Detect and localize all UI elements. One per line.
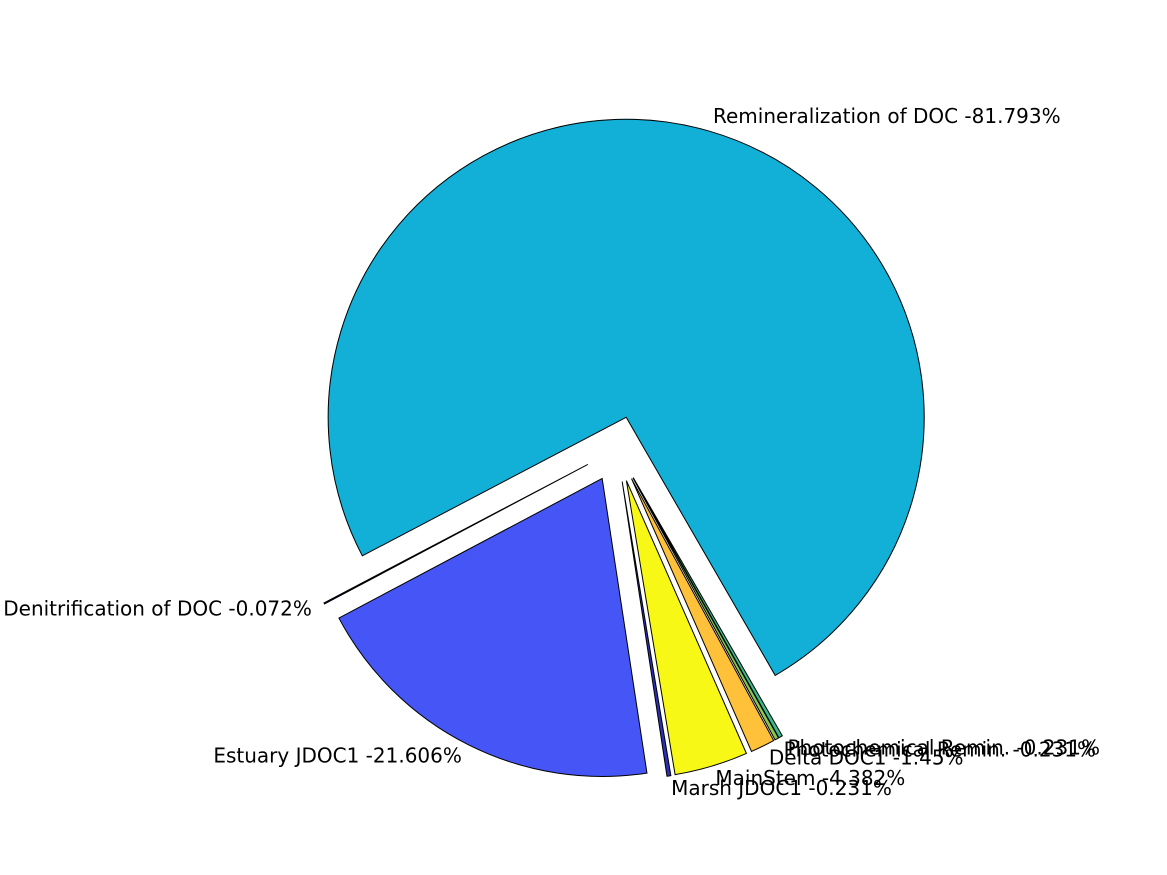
slice-label: Delta DOC1 -1.45% [769, 745, 964, 769]
slice-label: Estuary JDOC1 -21.606% [213, 744, 462, 768]
slice-label: Photochemical Remin. -0.231% [788, 735, 1100, 759]
slice-label: Marsh JDOC1 -0.231% [671, 776, 892, 800]
slice-label: Remineralization of DOC -81.793% [713, 104, 1061, 128]
pie-slice [338, 477, 648, 777]
pie-slices [323, 118, 925, 777]
pie-slice [621, 481, 672, 777]
slice-label: Photochemical Remin. -0.231% [784, 738, 1096, 762]
pie-slice [631, 478, 775, 753]
pie-slice [327, 118, 925, 677]
pie-labels: Remineralization of DOC -81.793% Denitrif… [3, 104, 1100, 800]
pie-slice [323, 463, 589, 605]
pie-slice [632, 477, 783, 739]
pie-slice [625, 480, 748, 776]
slice-label: Denitrification of DOC -0.072% [3, 597, 312, 621]
slice-label: MainStem -4.382% [715, 766, 905, 790]
